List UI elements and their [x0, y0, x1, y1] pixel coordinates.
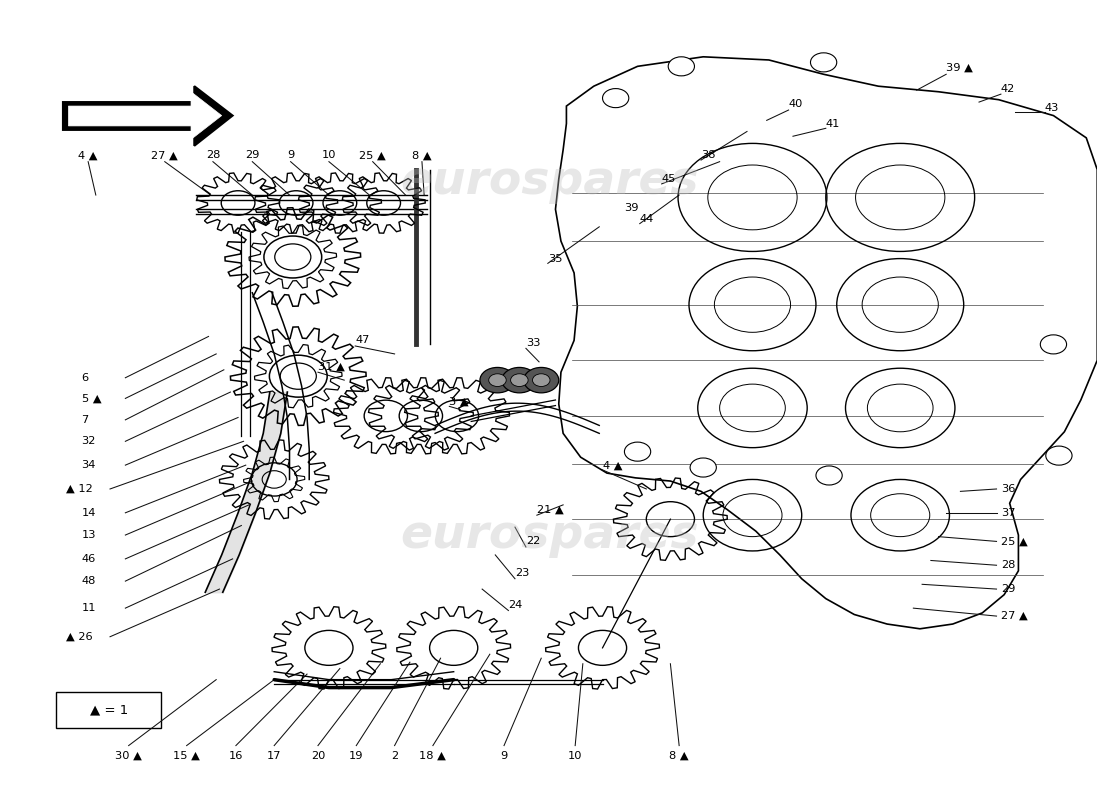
Text: 5 ▲: 5 ▲ [81, 394, 101, 403]
Circle shape [488, 374, 506, 386]
Text: 41: 41 [826, 118, 840, 129]
Circle shape [480, 367, 515, 393]
Text: 20: 20 [311, 751, 326, 761]
Text: 46: 46 [81, 554, 96, 564]
Text: 13: 13 [81, 530, 96, 540]
Text: 18 ▲: 18 ▲ [419, 751, 447, 761]
Text: 22: 22 [526, 537, 540, 546]
Text: 21 ▲: 21 ▲ [537, 505, 563, 514]
Text: 29: 29 [245, 150, 260, 160]
Text: 43: 43 [1045, 102, 1059, 113]
Text: 25 ▲: 25 ▲ [1001, 537, 1027, 546]
Circle shape [1046, 446, 1072, 465]
Text: 10: 10 [568, 751, 582, 761]
Text: 4 ▲: 4 ▲ [78, 150, 98, 160]
Text: ▲ = 1: ▲ = 1 [90, 703, 128, 716]
Circle shape [524, 367, 559, 393]
Text: eurospares: eurospares [400, 513, 700, 558]
Text: 8 ▲: 8 ▲ [412, 150, 432, 160]
Text: 23: 23 [515, 568, 529, 578]
Text: 39: 39 [625, 202, 639, 213]
Circle shape [510, 374, 528, 386]
Circle shape [1041, 335, 1067, 354]
Text: eurospares: eurospares [400, 159, 700, 204]
Text: 32: 32 [81, 436, 96, 446]
Text: 35: 35 [548, 254, 562, 263]
Text: ▲ 26: ▲ 26 [66, 632, 92, 642]
Text: 44: 44 [640, 214, 654, 224]
Text: 45: 45 [661, 174, 676, 184]
Text: 37: 37 [1001, 508, 1015, 518]
Text: 38: 38 [701, 150, 715, 160]
Text: 16: 16 [229, 751, 243, 761]
Text: 30 ▲: 30 ▲ [116, 751, 142, 761]
Text: 33: 33 [526, 338, 540, 348]
Circle shape [668, 57, 694, 76]
Circle shape [816, 466, 843, 485]
Text: 39 ▲: 39 ▲ [946, 63, 974, 73]
Circle shape [532, 374, 550, 386]
Text: 14: 14 [81, 508, 96, 518]
Text: 9: 9 [500, 751, 508, 761]
Text: 9: 9 [287, 150, 294, 160]
Text: 7: 7 [81, 415, 89, 425]
Text: 47: 47 [355, 335, 370, 346]
Text: 36: 36 [1001, 484, 1015, 494]
Text: 17: 17 [267, 751, 282, 761]
Circle shape [690, 458, 716, 477]
Text: 6: 6 [81, 373, 89, 382]
Text: 2: 2 [390, 751, 398, 761]
Text: 27 ▲: 27 ▲ [1001, 611, 1027, 621]
Text: ▲ 12: ▲ 12 [66, 484, 94, 494]
Text: 29: 29 [1001, 584, 1015, 594]
Polygon shape [63, 86, 232, 146]
Text: 48: 48 [81, 576, 96, 586]
Text: 27 ▲: 27 ▲ [152, 150, 178, 160]
Text: 11: 11 [81, 603, 96, 613]
Text: 25 ▲: 25 ▲ [360, 150, 386, 160]
Circle shape [603, 89, 629, 108]
Text: 10: 10 [321, 150, 337, 160]
Text: 24: 24 [508, 600, 522, 610]
Text: 40: 40 [789, 99, 803, 110]
Text: 28: 28 [1001, 560, 1015, 570]
Text: 34: 34 [81, 460, 96, 470]
Text: 31 ▲: 31 ▲ [318, 362, 345, 372]
Circle shape [502, 367, 537, 393]
Text: 42: 42 [1001, 83, 1015, 94]
Circle shape [625, 442, 651, 461]
Text: 8 ▲: 8 ▲ [669, 751, 689, 761]
Text: 19: 19 [349, 751, 363, 761]
Circle shape [811, 53, 837, 72]
Text: 15 ▲: 15 ▲ [173, 751, 200, 761]
Text: 4 ▲: 4 ▲ [603, 460, 622, 470]
Text: 3 ▲: 3 ▲ [449, 397, 469, 406]
Polygon shape [68, 92, 222, 139]
Text: 28: 28 [206, 150, 220, 160]
